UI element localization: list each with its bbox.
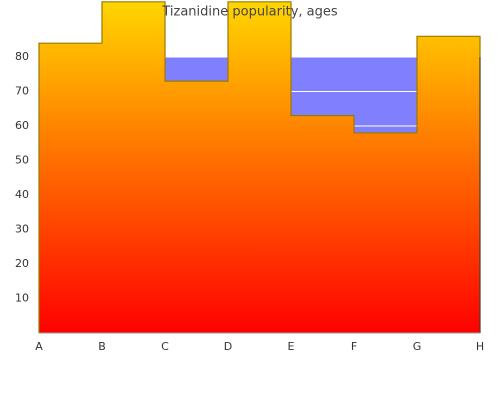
- y-tick-label: 60: [15, 119, 29, 132]
- y-tick-label: 80: [15, 50, 29, 63]
- chart-title: Tizanidine popularity, ages: [161, 5, 338, 20]
- x-tick-label: D: [224, 340, 232, 353]
- x-tick-label: C: [161, 340, 169, 353]
- step-bar: [39, 43, 102, 333]
- step-outline: [38, 1, 481, 333]
- step-bar: [165, 81, 228, 334]
- y-tick-label: 70: [15, 85, 29, 98]
- y-tick-label: 20: [15, 257, 29, 270]
- y-tick-label: 50: [15, 154, 29, 167]
- x-tick-label: H: [476, 340, 484, 353]
- x-tick-label: B: [98, 340, 106, 353]
- step-bar: [417, 36, 480, 334]
- y-tick-label: 10: [15, 292, 29, 305]
- x-tick-label: E: [288, 340, 295, 353]
- x-tick-label: G: [413, 340, 422, 353]
- y-tick-label: 40: [15, 188, 29, 201]
- step-bar: [291, 115, 354, 334]
- y-tick-label: 30: [15, 223, 29, 236]
- x-tick-label: A: [35, 340, 43, 353]
- step-bar: [228, 1, 291, 334]
- x-tick-label: F: [351, 340, 357, 353]
- step-bar: [102, 1, 165, 334]
- step-bar: [354, 132, 417, 333]
